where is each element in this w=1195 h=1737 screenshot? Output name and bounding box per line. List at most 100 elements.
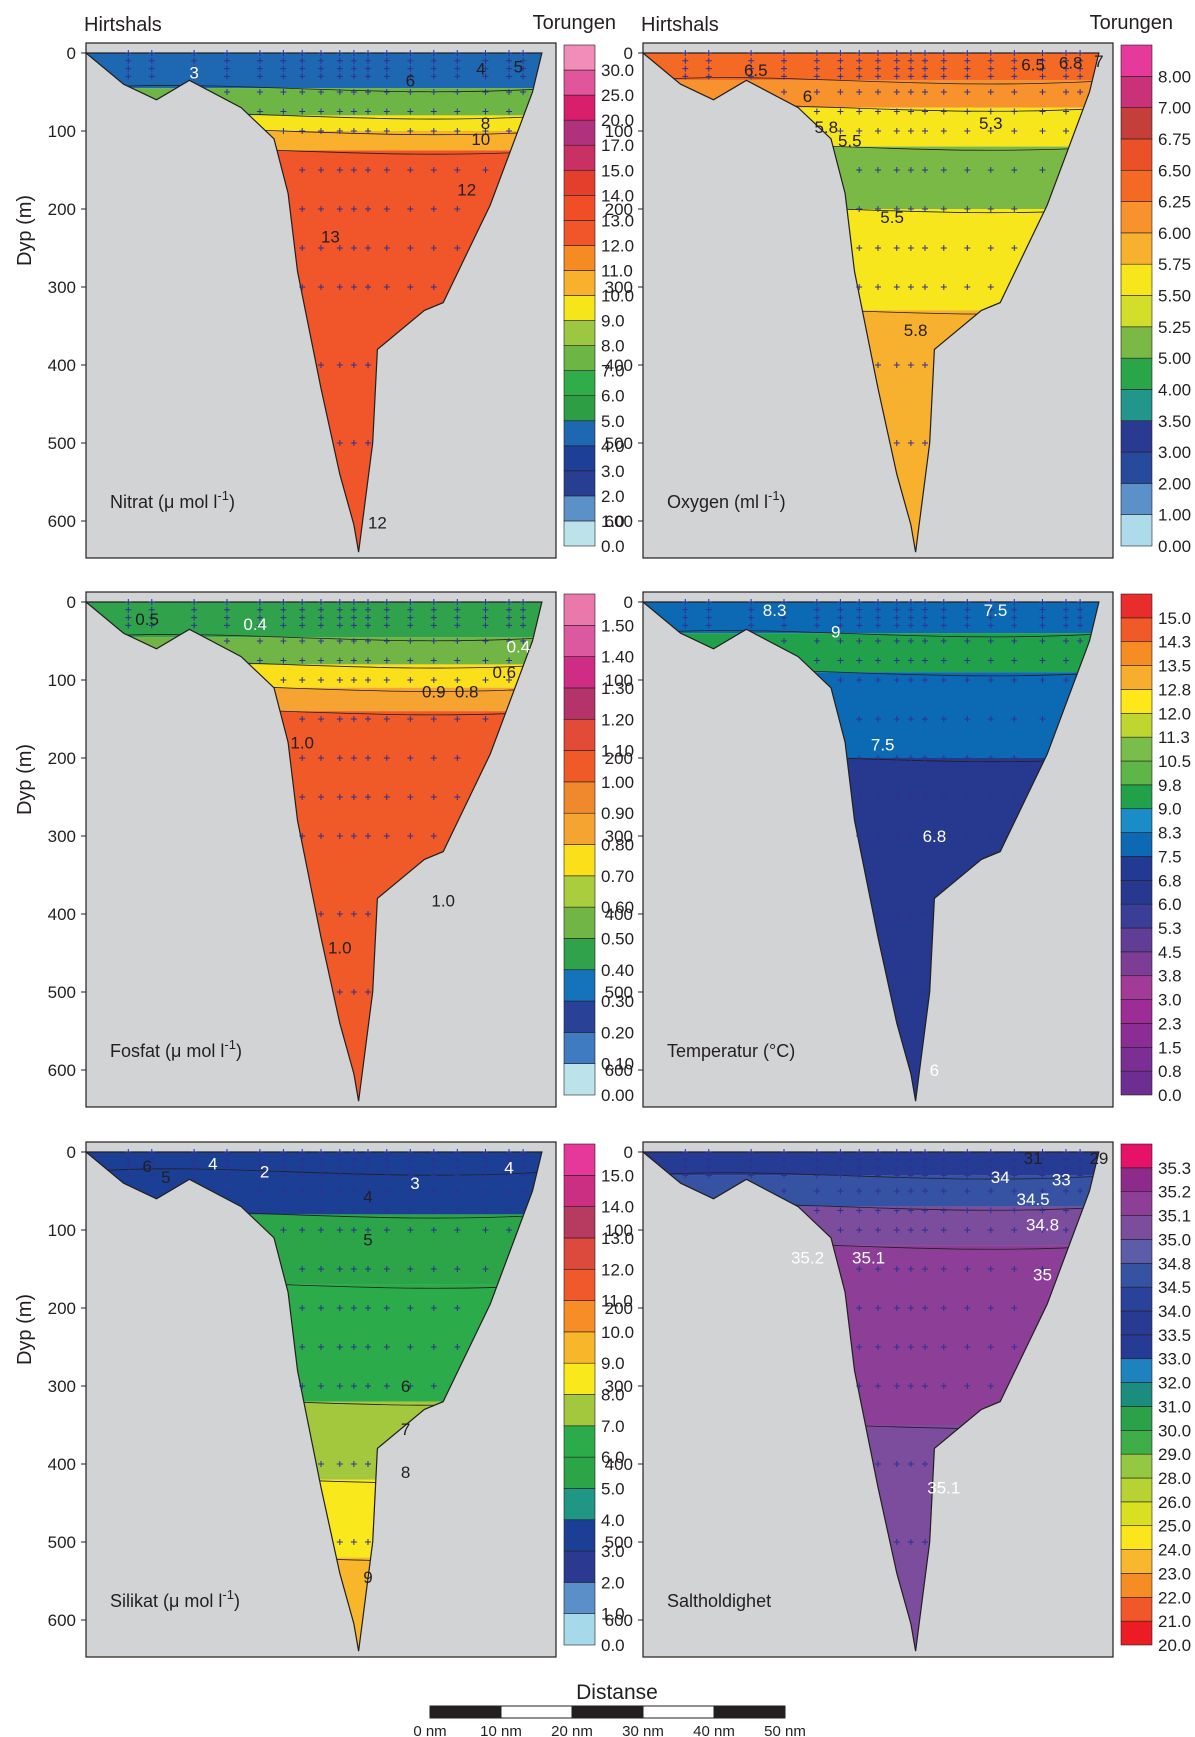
sample-point (350, 1149, 357, 1155)
scale-label: 33.0 (1158, 1350, 1191, 1369)
sample-point (875, 57, 881, 64)
sample-point (987, 167, 994, 173)
color-scale: 0.0 1.0 2.0 3.0 4.0 5.0 6.0 7.0 8.0 9.0 10.0 11.0 12… (563, 44, 634, 556)
contour-label: 6 (401, 1377, 410, 1396)
contour-label: 31 (1024, 1149, 1043, 1168)
sample-point (1011, 245, 1018, 251)
sample-point (1077, 50, 1084, 56)
scale-swatch (1120, 169, 1153, 202)
sample-point (318, 1164, 324, 1171)
sample-point (336, 1156, 343, 1163)
sample-point (336, 65, 343, 72)
scale-swatch (1120, 263, 1153, 296)
scale-swatch (563, 1175, 596, 1207)
contour-label: 3 (410, 1174, 419, 1193)
sample-point (430, 1164, 437, 1171)
depth-tick-label: 100 (48, 671, 76, 690)
sample-point (781, 638, 787, 644)
sample-point (506, 57, 512, 64)
sample-point (837, 1172, 844, 1179)
sample-point (940, 1172, 947, 1179)
sample-point (454, 638, 461, 644)
sample-point (454, 794, 461, 800)
sample-point (1077, 599, 1084, 605)
sample-point (940, 50, 947, 56)
sample-point (336, 1207, 343, 1214)
depth-tick-label: 300 (48, 278, 76, 297)
sample-point (987, 73, 994, 80)
sample-point (1011, 1227, 1018, 1233)
scale-label: 6.8 (1158, 871, 1182, 890)
sample-point (350, 73, 357, 80)
scale-label: 34.0 (1158, 1302, 1191, 1321)
scale-swatch (563, 906, 596, 939)
sample-point (350, 128, 357, 134)
scale-label: 1.50 (601, 616, 634, 635)
contour-label: 9 (363, 1568, 372, 1587)
sample-point (191, 1172, 198, 1179)
sample-point (520, 65, 527, 72)
scale-swatch (1120, 1310, 1153, 1336)
sample-point (893, 657, 900, 664)
sample-point (813, 622, 820, 629)
sample-point (506, 1172, 512, 1179)
scale-label: 10.0 (601, 287, 634, 306)
contour-label: 10 (471, 130, 490, 149)
scale-label: 6.00 (1158, 224, 1191, 243)
scale-label: 7.0 (601, 362, 625, 381)
sample-point (506, 622, 512, 629)
sample-point (482, 108, 489, 115)
sample-point (940, 65, 947, 72)
sample-point (336, 245, 343, 251)
sample-point (520, 57, 527, 64)
sample-point (318, 794, 324, 800)
sample-point (365, 622, 371, 629)
depth-axis-label: Dyp (m) (14, 744, 36, 815)
sample-point (280, 614, 287, 621)
sample-point (318, 599, 324, 605)
sample-point (705, 1172, 712, 1179)
scale-label: 1.30 (601, 679, 634, 698)
sample-point (907, 245, 914, 251)
sample-point (336, 794, 343, 800)
scale-label: 25.0 (601, 86, 634, 105)
scale-label: 20.0 (1158, 1636, 1191, 1655)
sample-point (430, 1266, 437, 1272)
sample-point (964, 89, 971, 95)
sample-point (1077, 1156, 1084, 1163)
scale-swatch (563, 220, 596, 246)
sample-point (482, 677, 489, 683)
sample-point (856, 599, 863, 605)
sample-point (813, 73, 820, 80)
sample-point (1011, 1188, 1018, 1194)
sample-point (336, 1461, 343, 1467)
sample-point (987, 57, 994, 64)
scale-label: 0.70 (601, 867, 634, 886)
sample-point (856, 108, 863, 115)
sample-point (365, 284, 371, 290)
sample-point (987, 1266, 994, 1272)
sample-point (940, 1344, 947, 1350)
sample-point (482, 167, 489, 173)
scale-label: 5.00 (1158, 349, 1191, 368)
scale-label: 9.0 (601, 312, 625, 331)
sample-point (365, 638, 371, 644)
sample-point (336, 1149, 343, 1155)
sample-point (365, 794, 371, 800)
scale-label: 2.3 (1158, 1014, 1182, 1033)
depth-tick-label: 300 (48, 1377, 76, 1396)
sample-point (365, 128, 371, 134)
sample-point (336, 989, 343, 995)
sample-point (1011, 73, 1018, 80)
sample-point (350, 1383, 357, 1389)
contour-label: 6.5 (744, 61, 768, 80)
sample-point (482, 73, 489, 80)
sample-point (407, 1227, 414, 1233)
sample-point (407, 73, 414, 80)
sample-point (1011, 755, 1018, 761)
scale-label: 0.00 (601, 1086, 634, 1105)
sample-point (856, 57, 863, 64)
sample-point (430, 167, 437, 173)
contour-label: 1.0 (431, 892, 455, 911)
sample-point (875, 716, 881, 722)
